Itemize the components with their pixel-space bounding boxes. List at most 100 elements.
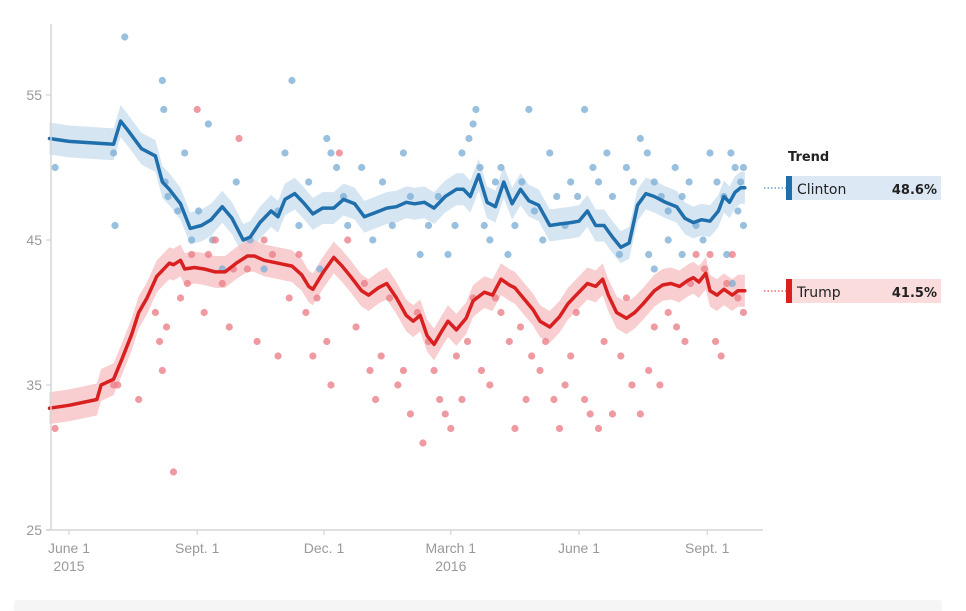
clinton-poll-point	[194, 207, 203, 215]
trump-poll-point	[274, 352, 282, 360]
clinton-poll-point	[204, 120, 212, 128]
trump-poll-point	[586, 410, 594, 418]
clinton-poll-point	[737, 178, 745, 186]
clinton-poll-point	[472, 105, 480, 114]
clinton-poll-point	[476, 163, 484, 172]
trump-poll-point	[169, 468, 178, 476]
trump-poll-point	[447, 424, 455, 433]
trump-poll-point	[183, 279, 192, 288]
trump-poll-point	[193, 105, 201, 114]
clinton-poll-point	[316, 265, 324, 273]
clinton-poll-point	[567, 178, 575, 186]
trump-poll-point	[497, 308, 505, 317]
trump-poll-point	[360, 279, 369, 288]
clinton-poll-point	[458, 149, 466, 157]
clinton-poll-point	[636, 134, 644, 143]
clinton-legend-value: 48.6%	[892, 183, 937, 198]
trump-poll-point	[436, 395, 444, 404]
trump-legend-label: Trump	[796, 285, 841, 301]
y-tick-label: 35	[26, 377, 42, 393]
clinton-poll-point	[51, 163, 59, 172]
clinton-poll-point	[699, 236, 707, 244]
trump-poll-point	[550, 395, 558, 404]
trump-poll-point	[285, 294, 293, 302]
clinton-poll-point	[664, 207, 672, 215]
trend-lines	[47, 119, 747, 410]
clinton-poll-point	[111, 221, 119, 230]
trump-poll-point	[204, 250, 212, 259]
trump-poll-point	[717, 352, 725, 360]
trump-poll-point	[536, 366, 544, 375]
clinton-poll-point	[504, 250, 512, 259]
trump-poll-point	[561, 381, 569, 389]
clinton-poll-point	[589, 163, 597, 172]
clinton-poll-point	[121, 33, 129, 41]
clinton-poll-point	[713, 178, 721, 186]
trump-poll-point	[399, 366, 408, 375]
trump-poll-point	[158, 366, 166, 375]
clinton-poll-point	[723, 250, 731, 259]
legend-entry-clinton: Clinton 48.6%	[764, 176, 941, 200]
clinton-poll-point	[416, 250, 424, 259]
clinton-poll-point	[406, 192, 415, 201]
trump-poll-point	[511, 424, 519, 433]
trump-poll-point	[352, 323, 360, 331]
clinton-poll-point	[574, 192, 582, 201]
axes: 55 45 35 25 June 1 2015 Sept. 1 Dec. 1 March 1 2…	[26, 24, 763, 574]
clinton-poll-point	[323, 134, 331, 143]
legend-entry-trump: Trump 41.5%	[764, 279, 941, 303]
legend-title: Trend	[788, 150, 829, 165]
clinton-poll-point	[434, 192, 442, 201]
trump-poll-point	[516, 323, 525, 331]
clinton-confidence-band	[49, 105, 745, 264]
clinton-poll-point	[332, 163, 341, 172]
trump-poll-point	[200, 308, 208, 317]
trump-confidence-band	[49, 240, 745, 425]
trump-poll-point	[645, 366, 653, 375]
trump-trend-line	[47, 254, 747, 410]
clinton-poll-point	[643, 149, 651, 157]
clinton-poll-point	[645, 250, 653, 259]
poll-points	[51, 33, 748, 476]
trump-poll-point	[528, 352, 536, 360]
clinton-poll-point	[232, 178, 240, 186]
clinton-poll-point	[629, 178, 637, 186]
clinton-poll-point	[480, 221, 488, 230]
clinton-poll-point	[288, 76, 296, 85]
trump-poll-point	[734, 294, 742, 302]
clinton-poll-point	[739, 221, 748, 230]
trump-poll-point	[135, 395, 143, 404]
trump-poll-point	[622, 294, 631, 302]
trump-poll-point	[723, 279, 731, 288]
clinton-poll-point	[728, 279, 736, 288]
trump-poll-point	[211, 236, 219, 244]
clinton-poll-point	[546, 149, 554, 157]
clinton-legend-background	[786, 176, 941, 200]
clinton-poll-point	[678, 192, 686, 201]
clinton-legend-label: Clinton	[797, 182, 846, 198]
clinton-poll-point	[671, 163, 679, 172]
trump-poll-point	[327, 381, 335, 389]
clinton-poll-point	[731, 163, 739, 172]
clinton-poll-point	[497, 163, 505, 172]
clinton-poll-point	[622, 163, 631, 172]
trump-poll-point	[313, 294, 321, 302]
trump-legend-value: 41.5%	[892, 286, 937, 301]
clinton-poll-point	[164, 192, 172, 201]
trump-poll-point	[692, 250, 700, 259]
trump-poll-point	[253, 337, 261, 346]
x-tick-label: Sept. 1	[685, 540, 730, 556]
trump-poll-point	[555, 424, 564, 433]
clinton-poll-point	[727, 149, 735, 157]
trump-poll-point	[235, 134, 243, 143]
trump-poll-point	[441, 410, 449, 418]
trump-poll-point	[385, 294, 394, 302]
trump-poll-point	[617, 352, 625, 360]
trump-poll-point	[309, 352, 317, 360]
clinton-poll-point	[451, 221, 459, 230]
clinton-poll-point	[734, 207, 742, 215]
trump-poll-point	[295, 250, 303, 259]
clinton-poll-point	[553, 192, 561, 201]
x-tick-year-label: 2016	[435, 558, 466, 574]
trump-poll-point	[243, 265, 251, 273]
